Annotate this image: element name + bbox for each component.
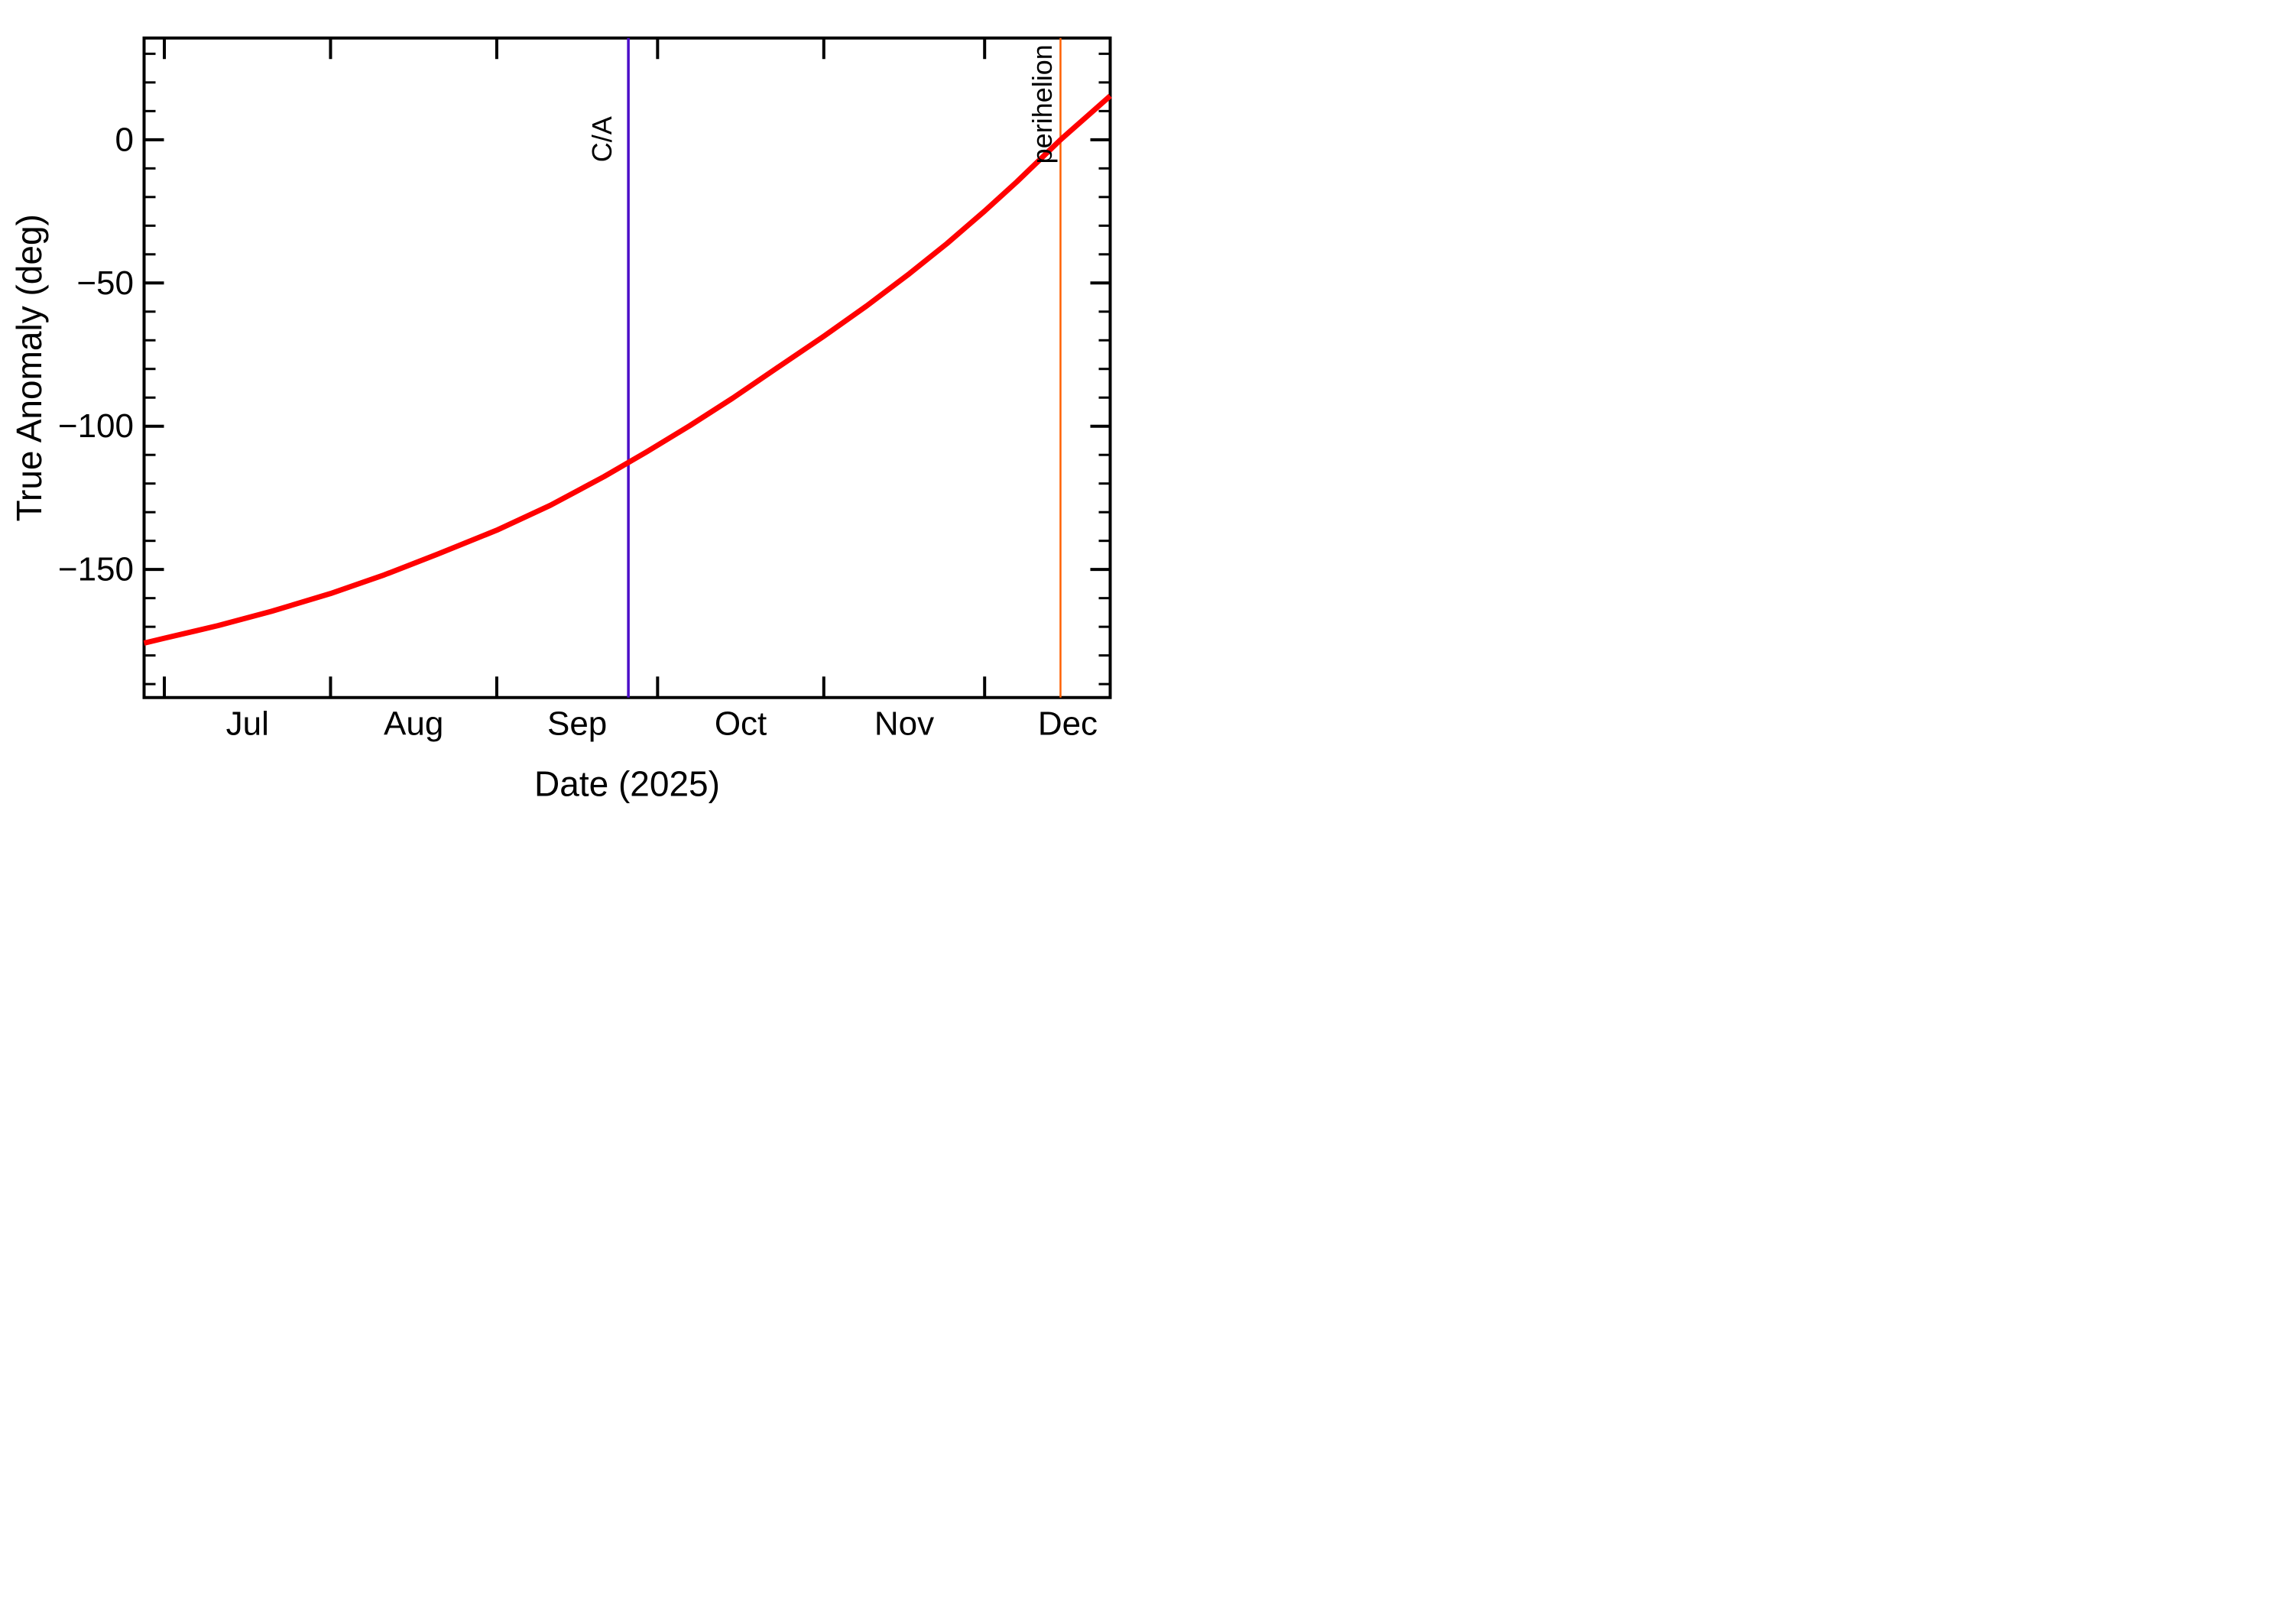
chart-figure: Jul Aug Sep Oct Nov Dec 0 −50 −100 −150 True Anom… bbox=[0, 0, 1146, 812]
x-tick-label: Oct bbox=[715, 705, 767, 742]
x-axis-title: Date (2025) bbox=[534, 763, 720, 803]
axes-layer: Jul Aug Sep Oct Nov Dec 0 −50 −100 −150 bbox=[58, 36, 1112, 742]
x-tick-label: Nov bbox=[874, 705, 934, 742]
perihelion-label: perihelion bbox=[1026, 44, 1058, 164]
y-tick-label: 0 bbox=[115, 121, 134, 158]
x-tick-label: Dec bbox=[1038, 705, 1098, 742]
x-tick-label: Sep bbox=[547, 705, 607, 742]
series-layer bbox=[143, 37, 1112, 698]
y-tick-label: −100 bbox=[58, 407, 134, 445]
chart-svg: Jul Aug Sep Oct Nov Dec 0 −50 −100 −150 True Anom… bbox=[9, 36, 1112, 803]
close-approach-label: C/A bbox=[586, 116, 618, 162]
y-axis-title: True Anomaly (deg) bbox=[9, 214, 49, 521]
x-tick-label: Jul bbox=[226, 705, 269, 742]
true-anomaly-curve bbox=[143, 93, 1112, 646]
y-tick-label: −50 bbox=[76, 264, 134, 302]
y-tick-label: −150 bbox=[58, 551, 134, 588]
x-tick-label: Aug bbox=[384, 705, 443, 742]
